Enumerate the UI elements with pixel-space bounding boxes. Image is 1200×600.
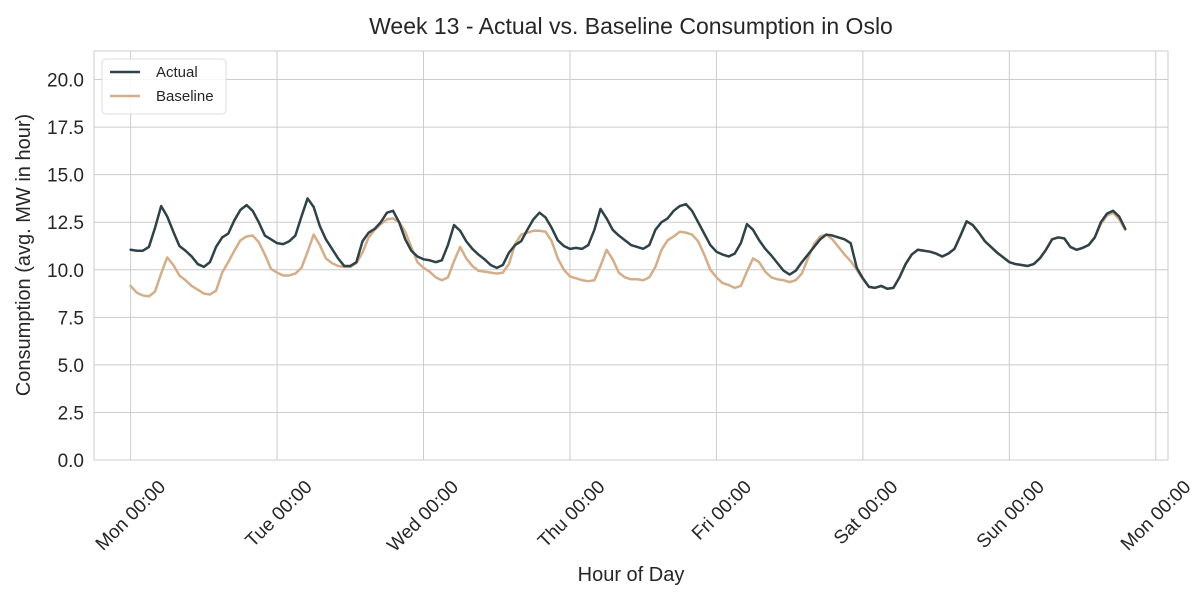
y-axis-label: Consumption (avg. MW in hour)	[13, 114, 35, 396]
chart-title: Week 13 - Actual vs. Baseline Consumptio…	[369, 13, 893, 39]
y-tick-label: 0.0	[58, 451, 84, 472]
y-tick-label: 12.5	[47, 213, 84, 234]
y-tick-label: 7.5	[58, 308, 84, 329]
y-tick-label: 10.0	[47, 261, 84, 282]
y-tick-label: 17.5	[47, 118, 84, 139]
y-tick-labels: 0.0 2.5 5.0 7.5 10.0 12.5 15.0 17.5 20.0	[47, 71, 84, 472]
legend-label-actual: Actual	[156, 64, 198, 81]
series-lines	[129, 197, 1127, 298]
y-tick-label: 15.0	[47, 166, 84, 187]
grid-lines	[94, 51, 1168, 461]
x-axis-label: Hour of Day	[578, 564, 685, 586]
legend: Actual Baseline	[101, 58, 227, 115]
legend-label-baseline: Baseline	[156, 88, 214, 105]
series-line-actual	[129, 197, 1127, 291]
y-tick-label: 5.0	[58, 356, 84, 377]
y-tick-label: 2.5	[58, 403, 84, 424]
y-tick-label: 20.0	[47, 71, 84, 92]
